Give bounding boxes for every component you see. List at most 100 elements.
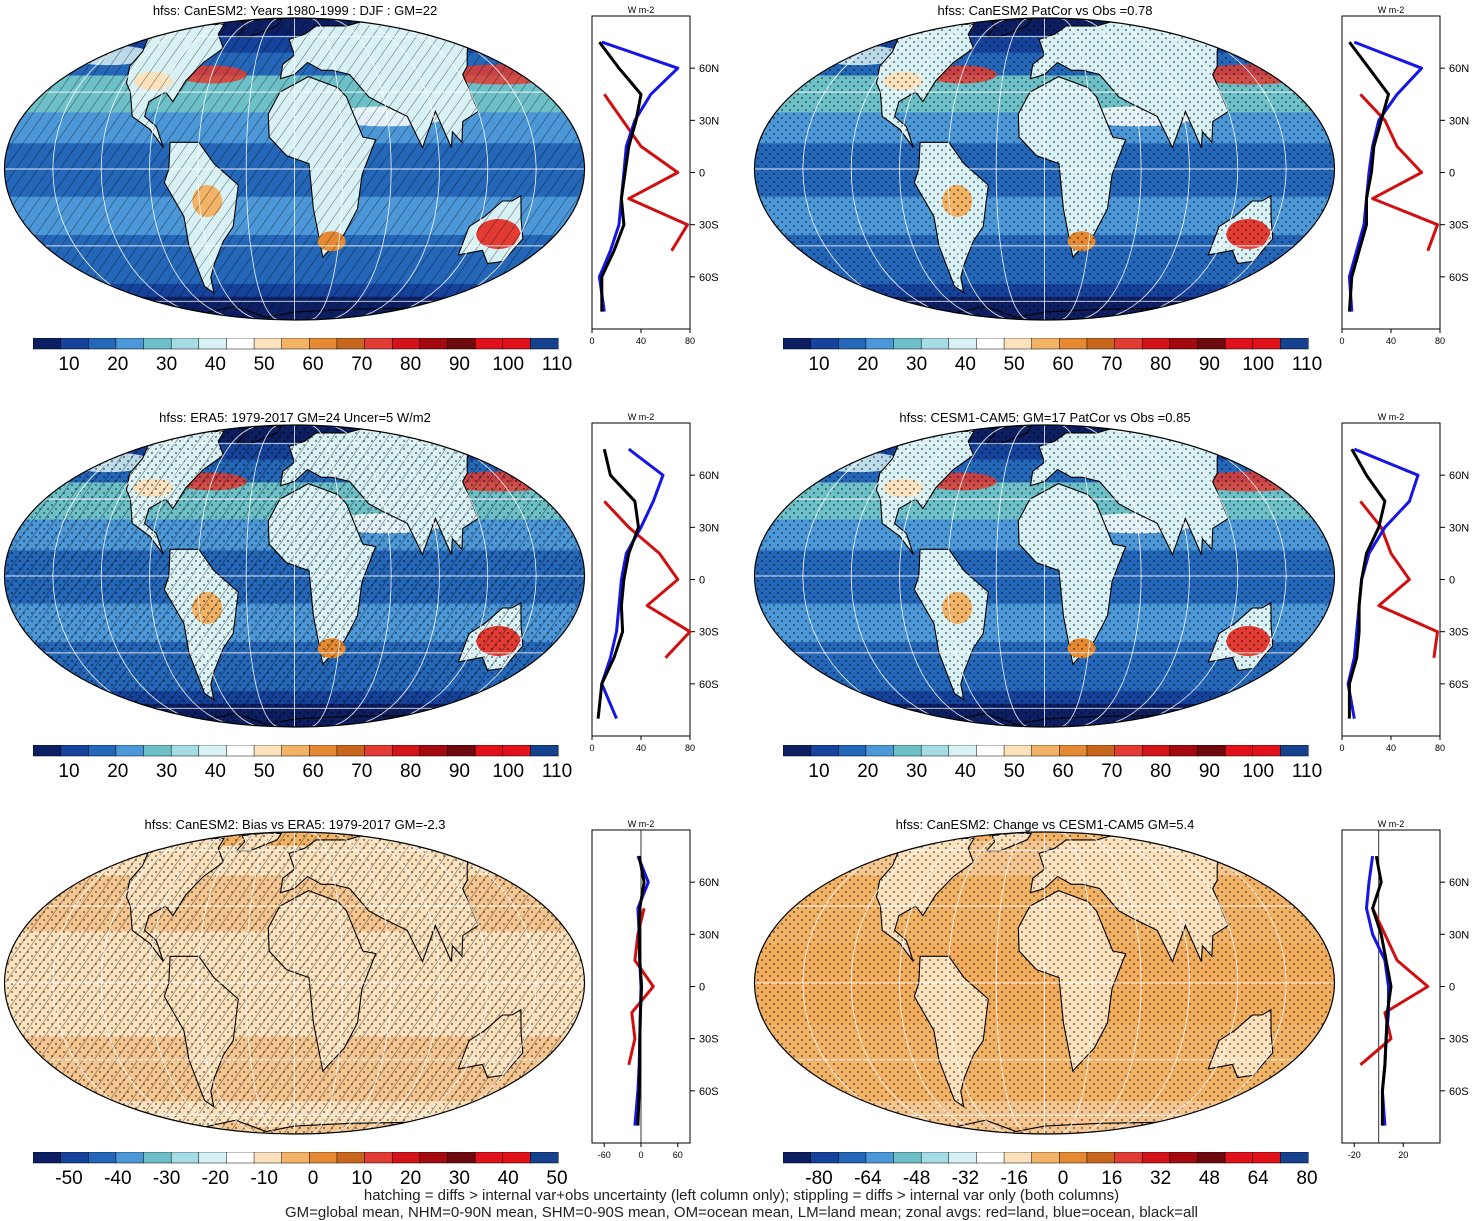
lat-tick-label: 60N (699, 877, 719, 889)
colorbar-swatch (1003, 1152, 1033, 1164)
colorbar-swatch (143, 745, 172, 757)
colorbar-swatch (88, 338, 117, 350)
colorbar-swatch (810, 745, 839, 757)
colorbar-swatch (893, 1152, 922, 1164)
colorbar-swatch (783, 338, 812, 350)
colorbar-swatch (976, 745, 1005, 757)
colorbar-swatch (920, 338, 950, 350)
map-robinson (3, 831, 586, 1135)
colorbar-tick-label: 100 (492, 354, 525, 375)
lat-tick-label: 30N (699, 522, 719, 534)
lat-tick-label: 30N (699, 115, 719, 127)
map-robinson (3, 424, 586, 728)
zonal-all-line (598, 41, 643, 312)
x-tick-label: 40 (1386, 743, 1396, 753)
zonal-land-line (603, 93, 689, 252)
colorbar-swatch (838, 1152, 867, 1164)
colorbar-tick-label: 10 (58, 354, 80, 375)
map-title: hfss: CESM1-CAM5: GM=17 PatCor vs Obs =0… (899, 410, 1191, 425)
lat-tick-label: 30S (699, 1034, 719, 1046)
colorbar-tick-label: 110 (1291, 354, 1323, 375)
colorbar-swatch (1169, 745, 1199, 757)
x-tick-label: 80 (1435, 743, 1445, 753)
x-tick-label: 0 (1339, 336, 1344, 346)
colorbar-tick-label: 80 (400, 354, 422, 375)
colorbar-swatch (1141, 1152, 1171, 1164)
colorbar-swatch (1086, 1152, 1116, 1164)
lat-tick-label: 60S (699, 679, 719, 691)
zonal-frame (1341, 422, 1441, 737)
map-border (753, 17, 1336, 321)
panel-canesm2-patcor: hfss: CanESM2 PatCor vs Obs =0.78 10 20 30 4… (750, 0, 1483, 405)
colorbar-tick-label: 50 (1003, 761, 1025, 782)
lat-tick-label: 60N (1449, 877, 1469, 889)
lat-tick-label: 0 (1449, 575, 1455, 587)
colorbar-swatch (1086, 745, 1116, 757)
colorbar-tick-label: 60 (302, 354, 324, 375)
colorbar-tick-label: 50 (253, 761, 275, 782)
colorbar-swatch (838, 745, 867, 757)
colorbar-swatch (226, 338, 255, 350)
map-border (3, 424, 586, 728)
colorbar-swatch (364, 745, 393, 757)
lat-tick-label: 30N (1449, 522, 1469, 534)
colorbar-swatch (309, 338, 338, 350)
colorbar-swatch (336, 745, 366, 757)
colorbar-swatch (391, 745, 421, 757)
colorbar-tick-label: 60 (1052, 761, 1074, 782)
lat-tick-label: 30S (1449, 220, 1469, 232)
colorbar-tick-label: 10 (808, 761, 830, 782)
colorbar-tick-label: 16 (1101, 1168, 1123, 1189)
zonal-frame (591, 422, 691, 737)
lat-tick-label: 30S (699, 220, 719, 232)
colorbar-swatch (115, 1152, 145, 1164)
colorbar-tick-label: 48 (1198, 1168, 1220, 1189)
colorbar-labels: 10 20 30 40 50 60 70 80 90 100 110 (33, 354, 572, 380)
colorbar-swatch (948, 338, 977, 350)
colorbar-swatch (309, 745, 338, 757)
colorbar-swatch (1031, 745, 1060, 757)
map-title: hfss: ERA5: 1979-2017 GM=24 Uncer=5 W/m2 (159, 410, 431, 425)
x-tick-label: 80 (685, 336, 695, 346)
colorbar-swatch (1059, 745, 1088, 757)
colorbar-swatch (281, 338, 310, 350)
colorbar-swatch (810, 338, 839, 350)
zonal-mean-plot: 60N 30N 0 30S 60S 0 40 80 W m-2 (589, 412, 719, 753)
colorbar-swatch (447, 338, 476, 350)
colorbar-swatch (1224, 745, 1254, 757)
colorbar-swatch (1031, 1152, 1060, 1164)
colorbar-swatch (783, 1152, 812, 1164)
colorbar-swatch (502, 745, 531, 757)
colorbar-swatch (502, 1152, 531, 1164)
lat-tick-label: 60N (699, 63, 719, 75)
zonal-land-line (1359, 500, 1439, 659)
map-robinson (753, 424, 1336, 728)
colorbar-swatch (1114, 338, 1143, 350)
lat-tick-label: 0 (699, 168, 705, 180)
zonal-all-line (1347, 448, 1387, 719)
colorbar-swatch (1197, 1152, 1226, 1164)
colorbar-swatch (447, 745, 476, 757)
colorbar-swatch (783, 745, 812, 757)
zonal-land-line (1359, 907, 1430, 1066)
colorbar-swatch (253, 1152, 283, 1164)
colorbar-swatch (364, 338, 393, 350)
colorbar-swatch (170, 338, 200, 350)
colorbar-swatch (198, 1152, 227, 1164)
colorbar-swatch (226, 745, 255, 757)
zonal-frame (1341, 15, 1441, 330)
colorbar-swatch (419, 338, 449, 350)
colorbar-tick-label: 30 (906, 354, 928, 375)
colorbar-swatch (1280, 745, 1309, 757)
colorbar-swatch (170, 745, 200, 757)
colorbar-tick-label: 110 (541, 761, 573, 782)
colorbar-tick-label: -30 (152, 1168, 181, 1189)
colorbar-tick-label: -50 (55, 1168, 83, 1189)
lat-tick-label: 30N (1449, 115, 1469, 127)
x-tick-label: 0 (638, 1150, 643, 1160)
colorbar-tick-label: 0 (307, 1168, 319, 1189)
zonal-unit-label: W m-2 (628, 819, 655, 829)
map-title: hfss: CanESM2 PatCor vs Obs =0.78 (937, 3, 1153, 18)
x-tick-label: 40 (1386, 336, 1396, 346)
colorbar (33, 745, 559, 757)
